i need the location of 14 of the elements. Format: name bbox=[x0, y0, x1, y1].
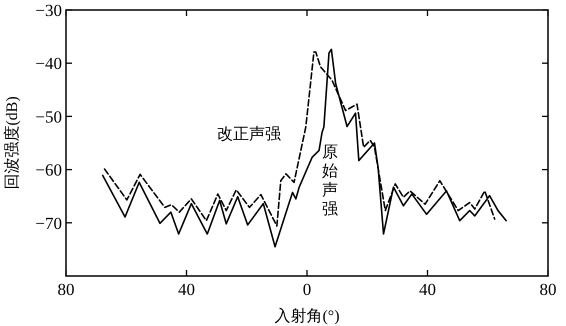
y-axis-title: 回波强度(dB) bbox=[3, 96, 21, 190]
y-tick-label: −50 bbox=[35, 107, 62, 126]
x-tick-label: 40 bbox=[419, 280, 436, 299]
x-tick-label: 40 bbox=[178, 280, 195, 299]
x-tick-label: 80 bbox=[540, 280, 556, 299]
series-label: 原始声强 bbox=[322, 144, 338, 218]
x-axis-title: 入射角(°) bbox=[274, 307, 340, 325]
x-tick-label: 80 bbox=[58, 280, 74, 299]
y-tick-label: −60 bbox=[35, 160, 62, 180]
series-label: 改正声强 bbox=[217, 125, 281, 143]
y-tick-label: −70 bbox=[35, 214, 62, 233]
y-tick-label: −30 bbox=[35, 1, 62, 20]
x-tick-label: 0 bbox=[302, 280, 312, 299]
y-tick-label: −40 bbox=[35, 54, 62, 74]
